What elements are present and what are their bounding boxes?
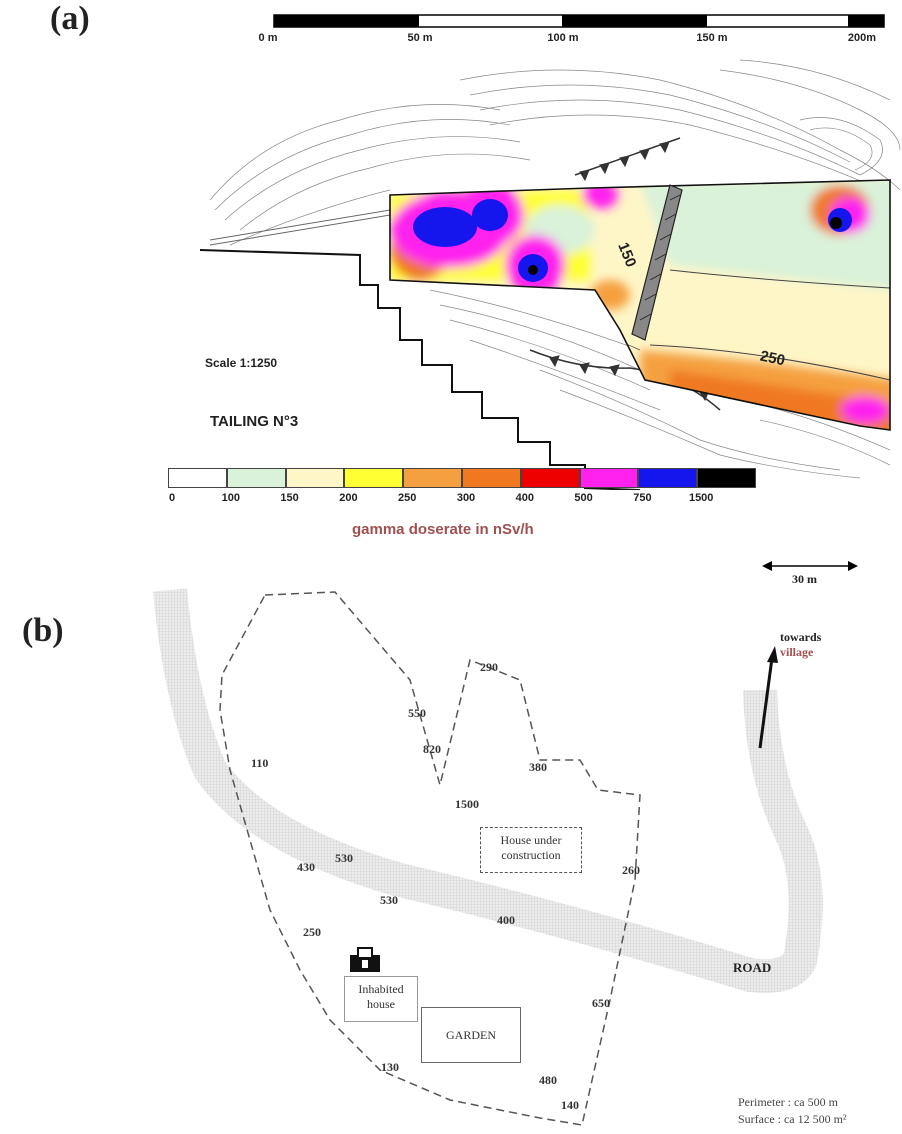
tailing-dose-map — [200, 59, 901, 490]
scale-arrow-30m — [762, 561, 858, 571]
colorbar-cell-0 — [168, 468, 227, 488]
measurement-1500: 1500 — [455, 797, 479, 811]
towards-label: towards — [780, 630, 822, 644]
garden-box: GARDEN — [421, 1007, 521, 1063]
measurement-250: 250 — [303, 925, 321, 939]
house-under-construction-line1: House under — [500, 833, 562, 847]
colorbar-cell-1 — [226, 468, 286, 488]
inhabited-house-line2: house — [367, 997, 395, 1011]
colorbar-tick-4: 250 — [398, 492, 417, 504]
colorbar-cell-5 — [461, 468, 521, 488]
panel-a-label: (a) — [50, 0, 90, 37]
scale-tick-0: 0 m — [258, 32, 278, 44]
measurement-480: 480 — [539, 1073, 557, 1087]
measurement-530-b: 530 — [380, 893, 398, 907]
measurement-820: 820 — [423, 742, 441, 756]
colorbar-tick-7: 500 — [574, 492, 593, 504]
colorbar-tick-6: 400 — [515, 492, 534, 504]
scale-tick-50: 50 m — [407, 32, 433, 44]
measurement-650: 650 — [592, 996, 610, 1010]
measurement-130: 130 — [381, 1060, 399, 1074]
measurement-110: 110 — [251, 756, 269, 770]
colorbar-tick-0: 0 — [168, 492, 176, 504]
road — [153, 588, 823, 993]
colorbar-cell-6 — [520, 468, 580, 488]
scale-tick-150: 150 m — [696, 32, 728, 44]
colorbar-ticks: 0 100 150 200 250 300 400 500 750 1500 — [168, 492, 768, 508]
colorbar-cell-2 — [285, 468, 345, 488]
road-lines — [209, 209, 391, 246]
house-under-construction-line2: construction — [501, 848, 561, 862]
inhabited-house-line1: Inhabited — [358, 982, 404, 996]
colorbar-cell-9 — [697, 468, 756, 488]
legend-title: gamma doserate in nSv/h — [352, 521, 534, 538]
perimeter-note: Perimeter : ca 500 m — [738, 1095, 838, 1109]
hatched-barrier — [631, 184, 683, 341]
measurement-380: 380 — [529, 760, 547, 774]
measurement-550: 550 — [408, 706, 426, 720]
colorbar-tick-8: 750 — [633, 492, 652, 504]
colorbar-cell-3 — [344, 468, 404, 488]
dose-colorbar — [168, 468, 756, 488]
scale-30m-label: 30 m — [792, 572, 817, 586]
measurement-140: 140 — [561, 1098, 579, 1112]
measurement-290: 290 — [480, 660, 498, 674]
colorbar-tick-3: 200 — [339, 492, 358, 504]
scale-tick-100: 100 m — [547, 32, 579, 44]
measurement-400: 400 — [497, 913, 515, 927]
road-label: ROAD — [733, 960, 772, 975]
house-icon — [350, 947, 380, 972]
colorbar-tick-1: 100 — [221, 492, 240, 504]
garden-label: GARDEN — [446, 1028, 496, 1042]
site-sketch — [153, 588, 823, 1126]
colorbar-tick-5: 300 — [456, 492, 476, 504]
scale-tick-200: 200m — [847, 32, 877, 44]
measurement-530-a: 530 — [335, 851, 353, 865]
colorbar-tick-2: 150 — [280, 492, 299, 504]
colorbar-cell-4 — [403, 468, 462, 488]
colorbar-tick-9: 1500 — [688, 492, 714, 504]
scale-text: Scale 1:1250 — [205, 356, 278, 370]
inhabited-house-box: Inhabited house — [344, 976, 418, 1022]
colorbar-cell-8 — [638, 468, 698, 488]
colorbar-cell-7 — [579, 468, 639, 488]
towards-village-label: towards village — [780, 630, 821, 660]
panel-b-label: (b) — [22, 612, 64, 649]
site-boundary — [200, 249, 641, 490]
surface-note: Surface : ca 12 500 m² — [738, 1112, 847, 1126]
village-label: village — [780, 645, 814, 659]
tailing-label: TAILING N°3 — [210, 413, 299, 430]
house-under-construction-box: House under construction — [480, 827, 582, 873]
measurement-260: 260 — [622, 863, 640, 877]
measurement-430: 430 — [297, 860, 315, 874]
distance-scale-bar — [273, 14, 885, 28]
fault-line-north — [574, 137, 681, 182]
